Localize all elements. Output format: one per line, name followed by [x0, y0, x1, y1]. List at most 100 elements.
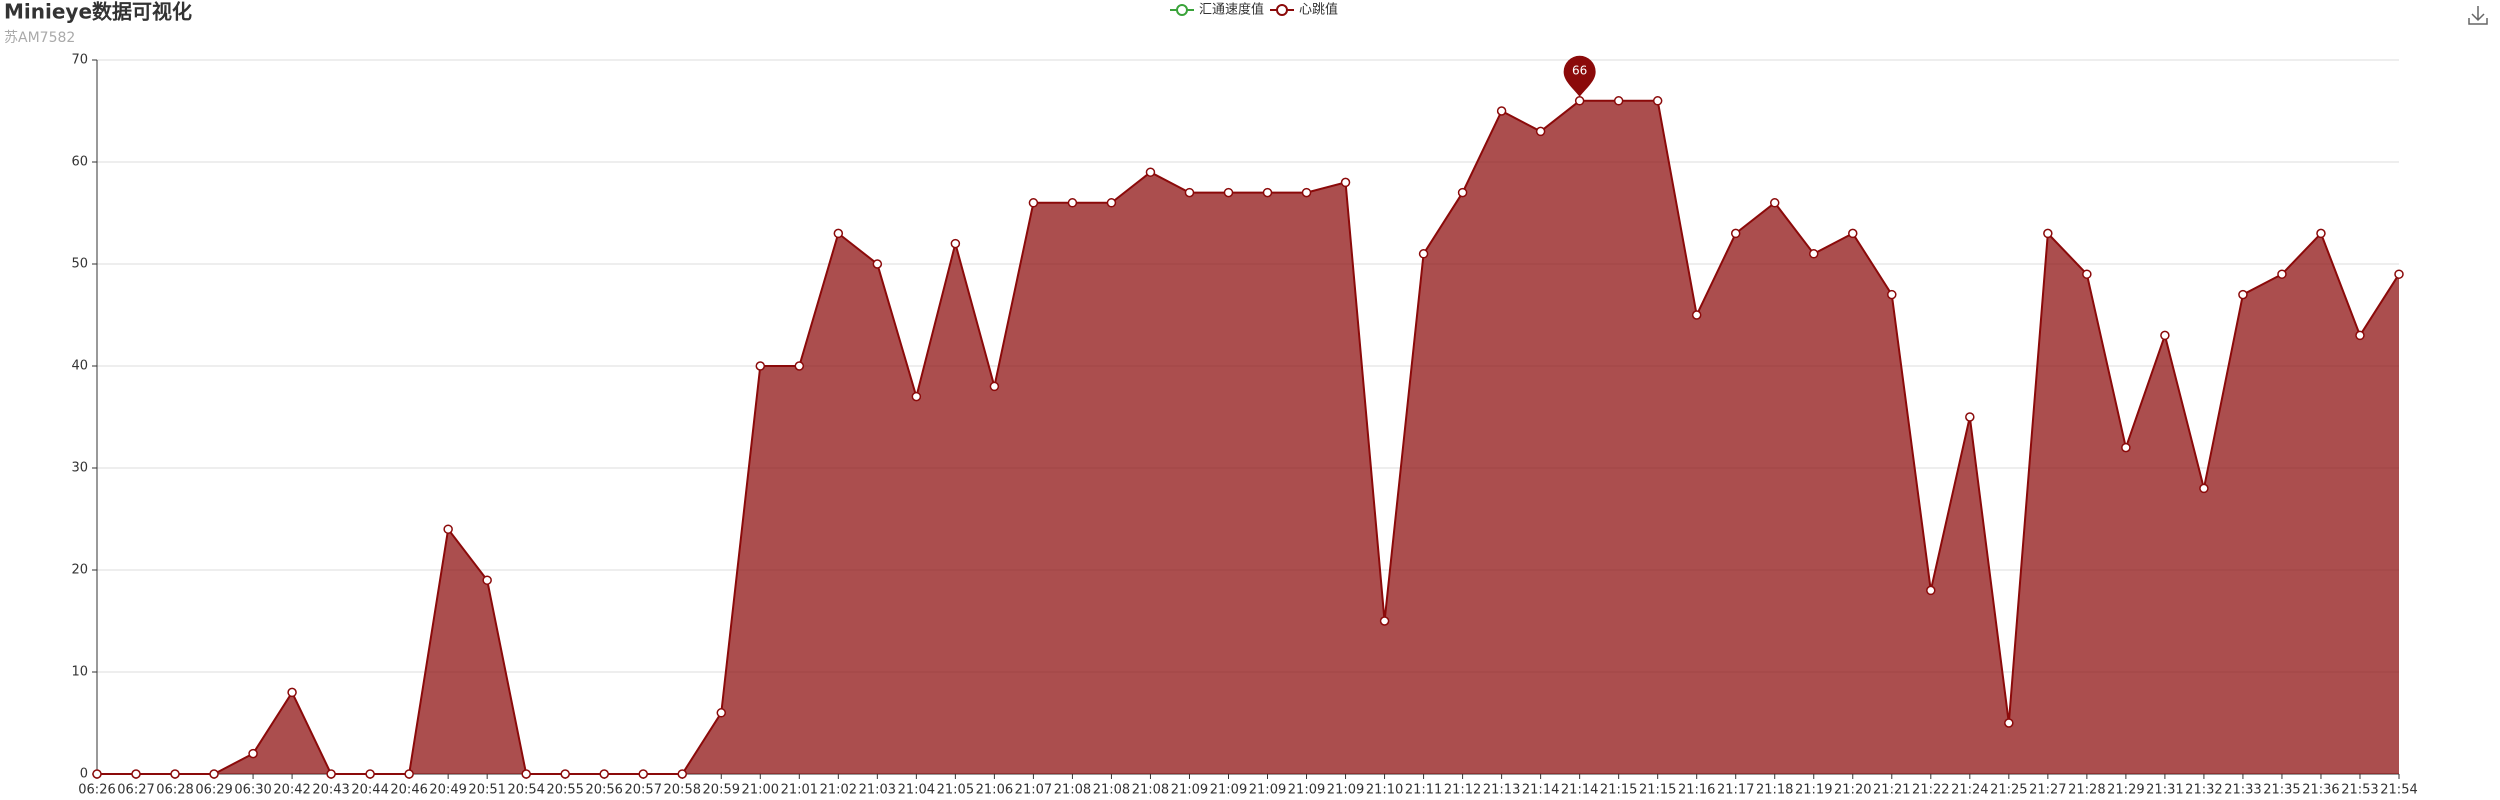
x-tick-label: 21:09 [1288, 783, 1325, 798]
point [833, 228, 844, 239]
point [287, 687, 297, 698]
x-tick-label: 20:44 [351, 783, 388, 798]
x-tick-label: 21:10 [1366, 783, 1403, 798]
x-tick-label: 21:13 [1483, 783, 1520, 798]
x-tick-label: 20:54 [507, 783, 544, 798]
y-tick-label: 10 [71, 665, 88, 680]
point [1574, 96, 1585, 106]
y-tick-label: 20 [71, 563, 88, 578]
x-tick-label: 21:07 [1015, 783, 1052, 798]
x-tick-label: 21:12 [1444, 783, 1481, 798]
x-tick-label: 21:33 [2224, 783, 2261, 798]
x-tick-label: 06:28 [156, 783, 193, 798]
legend-label: 心跳值 [1299, 2, 1338, 18]
point [2121, 442, 2131, 453]
point [1613, 96, 1624, 106]
x-tick-label: 21:09 [1249, 783, 1286, 798]
point [1887, 289, 1897, 300]
point [1496, 106, 1507, 116]
point [1848, 228, 1858, 239]
point [1301, 187, 1312, 198]
point [1418, 249, 1429, 259]
area [97, 100, 2399, 775]
point [326, 769, 336, 779]
y-tick-label: 30 [71, 461, 88, 476]
point [638, 769, 648, 779]
point [2043, 228, 2053, 239]
point [560, 769, 570, 779]
point [170, 769, 180, 779]
x-tick-label: 21:27 [2029, 783, 2066, 798]
max-pin [1563, 55, 1596, 97]
point [599, 769, 609, 779]
x-tick-label: 21:31 [2146, 783, 2183, 798]
x-tick-label: 21:22 [1912, 783, 1949, 798]
point [1379, 616, 1390, 626]
x-tick-label: 21:08 [1093, 783, 1130, 798]
x-tick-label: 20:57 [625, 783, 662, 798]
y-tick-label: 50 [71, 257, 88, 272]
point [404, 769, 414, 779]
legend-label: 汇通速度值 [1199, 2, 1264, 18]
x-tick-label: 21:08 [1054, 783, 1091, 798]
point [2277, 269, 2287, 279]
x-tick-label: 21:29 [2107, 783, 2144, 798]
point [872, 259, 883, 269]
x-tick-label: 20:42 [273, 783, 310, 798]
download-icon[interactable] [2468, 6, 2488, 25]
point [1769, 198, 1780, 208]
legend-item[interactable]: 汇通速度值 [1170, 2, 1264, 18]
x-tick-label: 21:15 [1600, 783, 1637, 798]
point [1340, 177, 1351, 188]
point [2316, 228, 2326, 239]
chart-title: Minieye数据可视化 [4, 0, 192, 24]
x-tick-label: 21:36 [2302, 783, 2339, 798]
x-tick-label: 21:24 [1951, 783, 1988, 798]
point [521, 769, 531, 779]
point [2082, 269, 2092, 279]
y-tick-label: 70 [71, 53, 88, 68]
x-tick-label: 21:21 [1873, 783, 1910, 798]
x-tick-label: 06:30 [234, 783, 271, 798]
x-tick-label: 21:54 [2380, 783, 2417, 798]
x-tick-label: 21:02 [820, 783, 857, 798]
point [794, 361, 805, 371]
x-tick-label: 21:20 [1834, 783, 1871, 798]
point [989, 381, 1000, 392]
x-tick-label: 06:26 [78, 783, 115, 798]
legend-item[interactable]: 心跳值 [1270, 2, 1338, 18]
legend-symbol [1276, 4, 1288, 16]
point [443, 524, 453, 534]
point [131, 769, 141, 779]
point [1730, 228, 1741, 239]
x-tick-label: 21:06 [976, 783, 1013, 798]
x-tick-label: 20:46 [390, 783, 427, 798]
point [365, 769, 375, 779]
point [1028, 198, 1039, 208]
point [2004, 718, 2014, 728]
point [677, 769, 688, 779]
x-tick-label: 21:15 [1639, 783, 1676, 798]
x-tick-label: 21:08 [1132, 783, 1169, 798]
point [716, 708, 727, 718]
x-tick-label: 21:19 [1795, 783, 1832, 798]
x-tick-label: 21:04 [898, 783, 935, 798]
point [755, 361, 766, 371]
point [950, 238, 961, 249]
point [92, 769, 102, 779]
point [1223, 187, 1234, 198]
x-tick-label: 20:55 [546, 783, 583, 798]
x-tick-label: 06:29 [195, 783, 232, 798]
x-tick-label: 20:43 [312, 783, 349, 798]
x-tick-label: 21:05 [937, 783, 974, 798]
x-tick-label: 06:27 [117, 783, 154, 798]
x-tick-label: 21:09 [1171, 783, 1208, 798]
point [1067, 198, 1078, 208]
legend-symbol [1176, 4, 1188, 16]
point [2238, 289, 2248, 300]
y-tick-label: 60 [71, 155, 88, 170]
x-tick-label: 21:17 [1717, 783, 1754, 798]
point [911, 391, 922, 402]
x-tick-label: 21:01 [781, 783, 818, 798]
